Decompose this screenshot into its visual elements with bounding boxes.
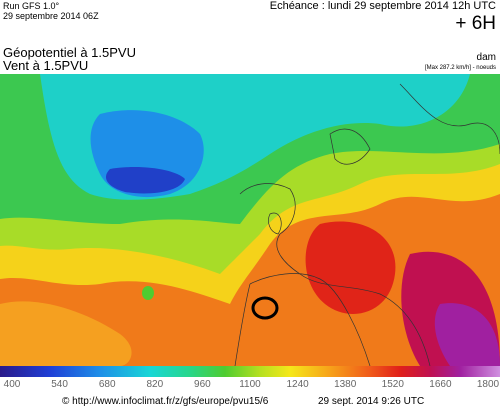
lead-time: + 6H [455,13,496,34]
unit: dam [476,52,496,63]
zone-small-green [142,286,154,300]
coastlines [234,83,500,366]
run-date: 29 septembre 2014 06Z [3,11,99,21]
run-label: Run GFS 1.0° [3,1,60,11]
map [0,74,500,366]
timestamp: 29 sept. 2014 9:26 UTC [318,396,425,407]
scale-label: 1660 [429,379,452,390]
scale-label: 1100 [239,379,261,390]
scale-label: 820 [146,379,164,390]
max-wind: [Max 287.2 km/h] - noeuds [424,65,496,71]
scale-label: 960 [194,379,211,390]
scale-label: 1520 [381,379,404,390]
title-wind: Vent à 1.5PVU [3,58,89,73]
source-url: © http://www.infoclimat.fr/z/gfs/europe/… [62,396,269,407]
zone-darkblue [105,167,185,194]
zone-light-orange [0,301,132,366]
scale-label: 1800 [476,379,500,390]
scale-label: 1240 [286,379,309,390]
scale-label: 540 [51,379,68,390]
highlight-circle [251,296,279,320]
scale-label: 400 [3,379,21,390]
title-geopotential: Géopotentiel à 1.5PVU [3,45,136,60]
zone-purple [434,303,500,366]
echeance: Echéance : lundi 29 septembre 2014 12h U… [269,0,496,12]
scale-label: 680 [98,379,116,390]
scale-label: 1380 [334,379,357,390]
color-scale [0,366,500,377]
zone-red [305,221,396,314]
